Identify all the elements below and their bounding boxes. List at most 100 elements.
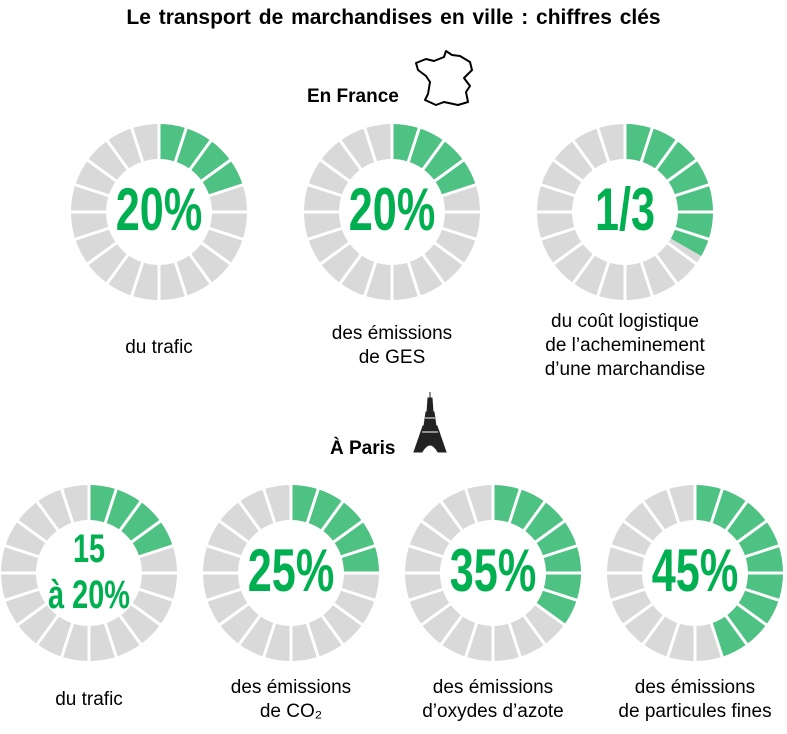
donut-segment xyxy=(623,501,664,542)
donut-segment xyxy=(465,623,493,661)
donut-segment xyxy=(209,212,247,240)
donut-segment xyxy=(423,243,464,284)
donut-segment-filled xyxy=(120,501,161,542)
donut-segment-filled xyxy=(341,545,379,573)
donut-segment xyxy=(131,262,159,300)
donut-segment xyxy=(291,623,319,661)
donut-segment xyxy=(304,184,342,212)
donut-segment xyxy=(597,262,625,300)
section-paris-label: À Paris xyxy=(330,438,396,459)
caption-line: des émissions xyxy=(331,323,453,344)
donut-segment xyxy=(139,573,177,601)
caption-line: du coût logistique xyxy=(551,311,699,332)
donut-value: 15 xyxy=(72,527,106,571)
donut-ring xyxy=(0,483,179,663)
donut-ring xyxy=(302,122,482,302)
donut-ring xyxy=(403,483,583,663)
donut-segment xyxy=(203,545,241,573)
donut-paris-1: 15 à 20% xyxy=(0,483,179,663)
donut-segment xyxy=(695,623,723,661)
caption-line: des émissions xyxy=(634,677,756,698)
donut-segment xyxy=(667,623,695,661)
donut-segment xyxy=(17,501,58,542)
donut-segment xyxy=(623,604,664,645)
donut-segment xyxy=(71,212,109,240)
donut-france-1: 20% xyxy=(69,122,249,302)
donut-segment xyxy=(537,184,575,212)
donut-caption: du trafic xyxy=(0,688,209,712)
donut-value: 1/3 xyxy=(594,176,656,243)
donut-segment xyxy=(61,485,89,523)
donut-segment xyxy=(667,485,695,523)
caption-line: de l’acheminement xyxy=(545,335,705,356)
donut-segment xyxy=(87,243,128,284)
donut-caption: du trafic xyxy=(39,336,279,360)
donut-segment-filled xyxy=(675,212,713,240)
donut-segment-filled xyxy=(675,184,713,212)
donut-segment-filled xyxy=(524,501,565,542)
donut-segment xyxy=(553,243,594,284)
donut-value: 20% xyxy=(115,176,203,243)
donut-segment xyxy=(1,545,39,573)
donut-segment xyxy=(190,243,231,284)
donut-segment-filled xyxy=(726,501,767,542)
donut-segment xyxy=(405,573,443,601)
donut-segment xyxy=(442,184,480,212)
donut-segment-filled xyxy=(159,124,187,162)
donut-paris-4: 45% xyxy=(605,483,785,663)
donut-segment xyxy=(87,140,128,181)
donut-france-3: 1/3 xyxy=(535,122,715,302)
donut-segment xyxy=(89,623,117,661)
donut-segment xyxy=(17,604,58,645)
caption-line: de GES xyxy=(358,347,426,368)
donut-segment xyxy=(209,184,247,212)
donut-segment-filled xyxy=(543,545,581,573)
donut-segment-filled xyxy=(543,573,581,601)
donut-segment xyxy=(364,124,392,162)
donut-segment-filled xyxy=(745,545,783,573)
section-france-label: En France xyxy=(307,86,399,107)
donut-segment xyxy=(219,501,260,542)
donut-segment-filled xyxy=(190,140,231,181)
donut-caption: des émissions de particules fines xyxy=(575,676,787,724)
caption-line: des émissions xyxy=(230,677,352,698)
donut-segment xyxy=(263,623,291,661)
donut-segment-filled xyxy=(291,485,319,523)
donut-value: 25% xyxy=(247,537,335,604)
donut-segment xyxy=(405,545,443,573)
donut-segment xyxy=(553,140,594,181)
donut-ring xyxy=(605,483,785,663)
donut-paris-2: 25% xyxy=(201,483,381,663)
donut-segment xyxy=(421,501,462,542)
donut-ring xyxy=(69,122,249,302)
france-map-icon xyxy=(415,50,473,106)
donut-caption: des émissions de GES xyxy=(272,322,512,370)
donut-caption: des émissions de CO₂ xyxy=(171,676,411,724)
donut-segment xyxy=(597,124,625,162)
donut-segment xyxy=(421,604,462,645)
donut-segment-filled xyxy=(493,485,521,523)
donut-segment xyxy=(320,140,361,181)
donut-segment xyxy=(320,243,361,284)
donut-segment xyxy=(392,262,420,300)
donut-segment-filled xyxy=(745,573,783,601)
donut-segment xyxy=(656,243,697,284)
donut-segment xyxy=(159,262,187,300)
caption-line: du trafic xyxy=(125,337,193,358)
donut-segment-filled xyxy=(726,604,767,645)
donut-segment-filled xyxy=(625,124,653,162)
donut-france-2: 20% xyxy=(302,122,482,302)
page-title: Le transport de marchandises en ville : … xyxy=(126,6,661,29)
donut-segment xyxy=(322,604,363,645)
eiffel-tower-icon xyxy=(413,392,447,453)
donut-value: 20% xyxy=(348,176,436,243)
donut-ring xyxy=(201,483,381,663)
caption-line: d’oxydes d’azote xyxy=(422,701,564,722)
donut-segment-filled xyxy=(695,485,723,523)
donut-segment xyxy=(524,604,565,645)
donut-segment xyxy=(465,485,493,523)
donut-segment-filled xyxy=(423,140,464,181)
donut-paris-3: 35% xyxy=(403,483,583,663)
caption-line: d’une marchandise xyxy=(544,359,706,380)
